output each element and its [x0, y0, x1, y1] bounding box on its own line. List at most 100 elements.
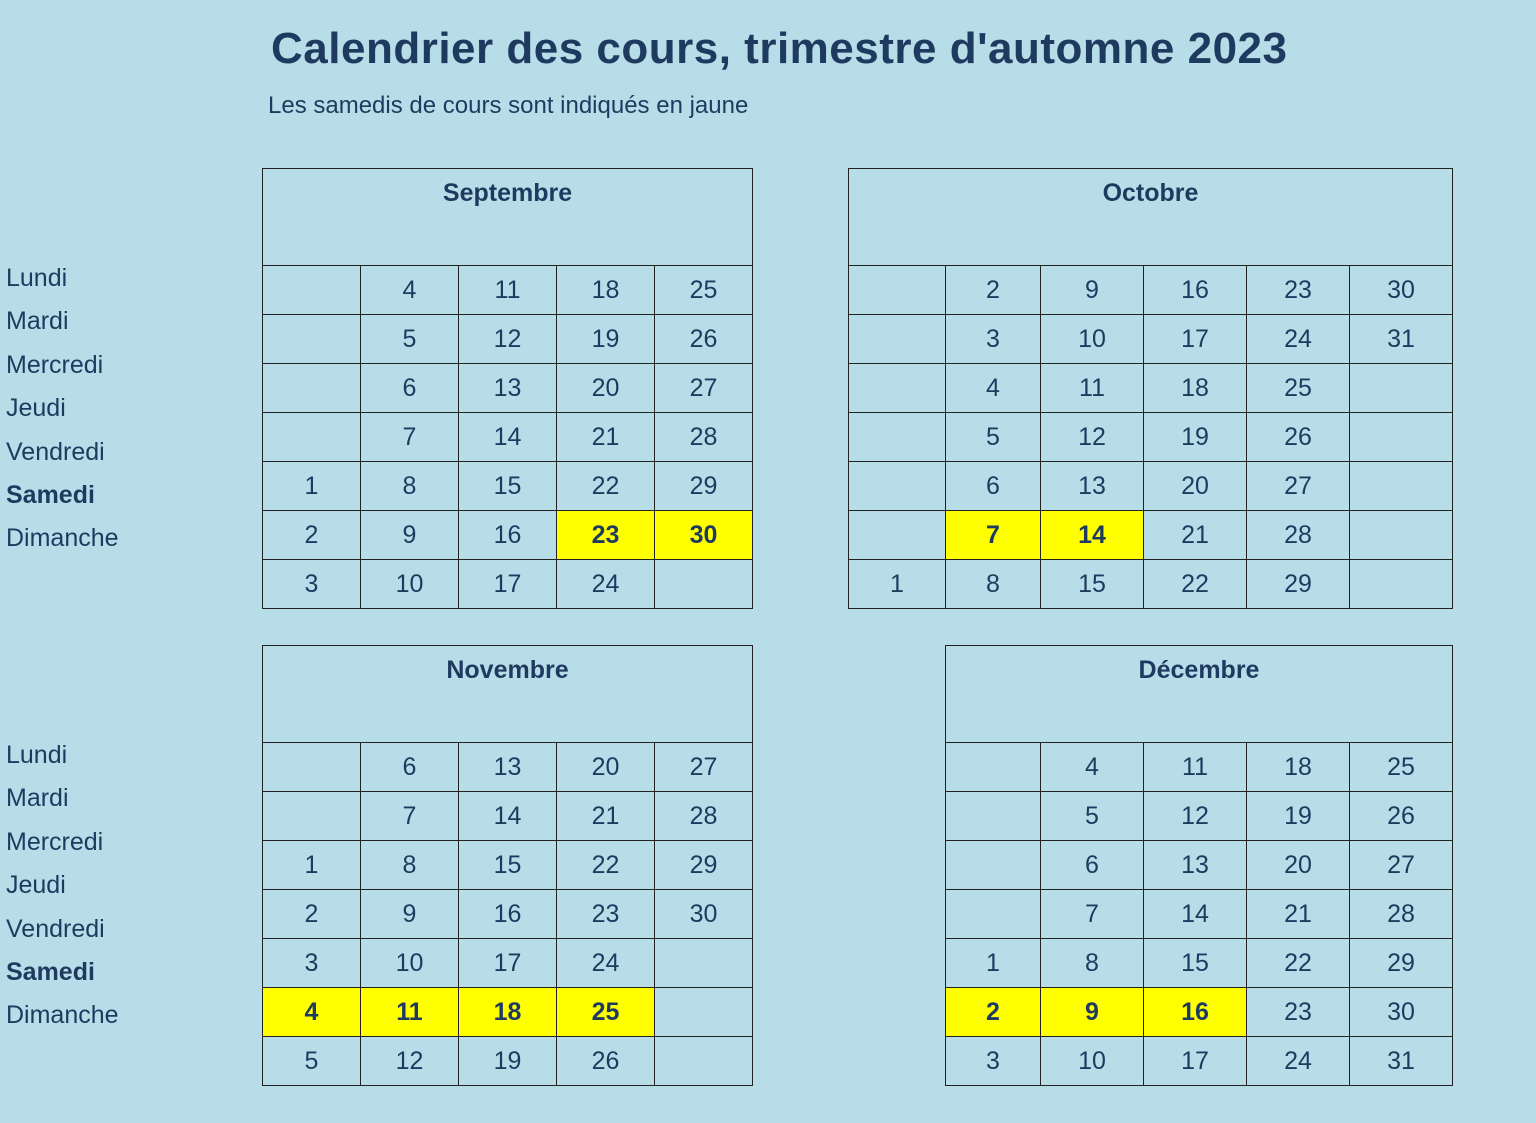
day-cell: 3: [262, 938, 361, 988]
day-cell: 26: [654, 314, 753, 364]
day-cell: 16: [1143, 987, 1247, 1037]
day-cell: 20: [1143, 461, 1247, 511]
week-day-row: 1 8 15 22 29: [848, 559, 1453, 609]
week-day-row: 3 10 17 24 31: [945, 1036, 1453, 1086]
day-cell: 30: [654, 889, 753, 939]
week-day-row: 7 14 21 28: [262, 412, 753, 462]
day-cell: 16: [458, 889, 557, 939]
day-cell: 28: [1246, 510, 1350, 560]
day-cell: 29: [654, 461, 753, 511]
day-cell: 5: [1040, 791, 1144, 841]
day-cell: 25: [654, 265, 753, 315]
day-cell: 30: [654, 510, 753, 560]
day-cell: 8: [360, 461, 459, 511]
day-cell: 1: [945, 938, 1041, 988]
day-cell: 13: [1143, 840, 1247, 890]
day-cell: [848, 314, 946, 364]
week-day-row: 2 9 16 23 30: [848, 265, 1453, 315]
weekday-label: Jeudi: [6, 871, 66, 900]
day-cell: 14: [1040, 510, 1144, 560]
day-cell: 22: [1143, 559, 1247, 609]
day-cell: 7: [1040, 889, 1144, 939]
day-cell: 23: [556, 889, 655, 939]
day-cell: 24: [1246, 314, 1350, 364]
month-calendar-3: Décembre 4 11 18 25 5 12 19 26 6 13 20 27 7 14 21 28 1 8 15…: [945, 645, 1453, 1086]
day-cell: 20: [1246, 840, 1350, 890]
day-cell: 23: [1246, 987, 1350, 1037]
day-cell: 29: [654, 840, 753, 890]
week-day-row: 1 8 15 22 29: [262, 840, 753, 890]
week-day-row: 3 10 17 24: [262, 938, 753, 988]
day-cell: 31: [1349, 314, 1453, 364]
day-cell: 3: [262, 559, 361, 609]
day-cell: 17: [1143, 1036, 1247, 1086]
weekday-label: Dimanche: [6, 524, 119, 553]
day-cell: 23: [1246, 265, 1350, 315]
week-day-row: 5 12 19 26: [262, 314, 753, 364]
day-cell: 18: [1246, 742, 1350, 792]
week-day-row: 4 11 18 25: [262, 265, 753, 315]
weekday-label: Mardi: [6, 307, 69, 336]
day-cell: 9: [1040, 987, 1144, 1037]
weekday-label: Dimanche: [6, 1001, 119, 1030]
day-cell: 14: [1143, 889, 1247, 939]
day-cell: 10: [1040, 314, 1144, 364]
day-cell: 27: [654, 742, 753, 792]
day-cell: 7: [360, 791, 459, 841]
weekday-label: Vendredi: [6, 914, 105, 943]
day-cell: 19: [1246, 791, 1350, 841]
day-cell: 18: [1143, 363, 1247, 413]
month-calendar-2: Novembre 6 13 20 27 7 14 21 28 1 8 15 22 29 2 9 16 23 30 3 1…: [262, 645, 753, 1086]
day-cell: [654, 938, 753, 988]
day-cell: 8: [360, 840, 459, 890]
day-cell: [848, 412, 946, 462]
day-cell: 4: [360, 265, 459, 315]
weekday-label: Samedi: [6, 480, 95, 509]
page-subtitle: Les samedis de cours sont indiqués en ja…: [268, 92, 749, 119]
day-cell: 22: [556, 461, 655, 511]
week-day-row: 6 13 20 27: [848, 461, 1453, 511]
day-cell: 30: [1349, 987, 1453, 1037]
day-cell: 21: [556, 791, 655, 841]
day-cell: 2: [945, 265, 1041, 315]
day-cell: [1349, 559, 1453, 609]
week-day-row: 7 14 21 28: [945, 889, 1453, 939]
day-cell: 14: [458, 791, 557, 841]
day-cell: 18: [458, 987, 557, 1037]
day-cell: 7: [945, 510, 1041, 560]
day-cell: 30: [1349, 265, 1453, 315]
day-cell: 17: [458, 938, 557, 988]
day-cell: 26: [556, 1036, 655, 1086]
day-cell: [848, 363, 946, 413]
day-cell: 12: [360, 1036, 459, 1086]
day-cell: 5: [360, 314, 459, 364]
day-cell: [1349, 461, 1453, 511]
day-cell: 9: [360, 510, 459, 560]
day-cell: 21: [1143, 510, 1247, 560]
week-day-row: 1 8 15 22 29: [262, 461, 753, 511]
day-cell: 13: [458, 363, 557, 413]
day-cell: 27: [1349, 840, 1453, 890]
day-cell: 27: [1246, 461, 1350, 511]
day-cell: 14: [458, 412, 557, 462]
page-title: Calendrier des cours, trimestre d'automn…: [271, 24, 1288, 73]
day-cell: 21: [1246, 889, 1350, 939]
day-cell: 8: [1040, 938, 1144, 988]
day-cell: 13: [458, 742, 557, 792]
month-calendar-1: Octobre 2 9 16 23 30 3 10 17 24 31 4 11 18 25 5 12 19 26 6 1…: [848, 168, 1453, 609]
day-cell: [262, 363, 361, 413]
day-cell: 11: [1040, 363, 1144, 413]
day-cell: 12: [1143, 791, 1247, 841]
day-cell: 24: [556, 559, 655, 609]
day-cell: 20: [556, 363, 655, 413]
day-cell: [262, 742, 361, 792]
day-cell: 24: [556, 938, 655, 988]
day-cell: 10: [360, 938, 459, 988]
day-cell: [1349, 412, 1453, 462]
month-name: Septembre: [262, 168, 753, 266]
day-cell: 4: [1040, 742, 1144, 792]
week-day-row: 2 9 16 23 30: [262, 889, 753, 939]
week-day-row: 2 9 16 23 30: [262, 510, 753, 560]
weekday-label: Mercredi: [6, 350, 104, 379]
day-cell: 16: [1143, 265, 1247, 315]
